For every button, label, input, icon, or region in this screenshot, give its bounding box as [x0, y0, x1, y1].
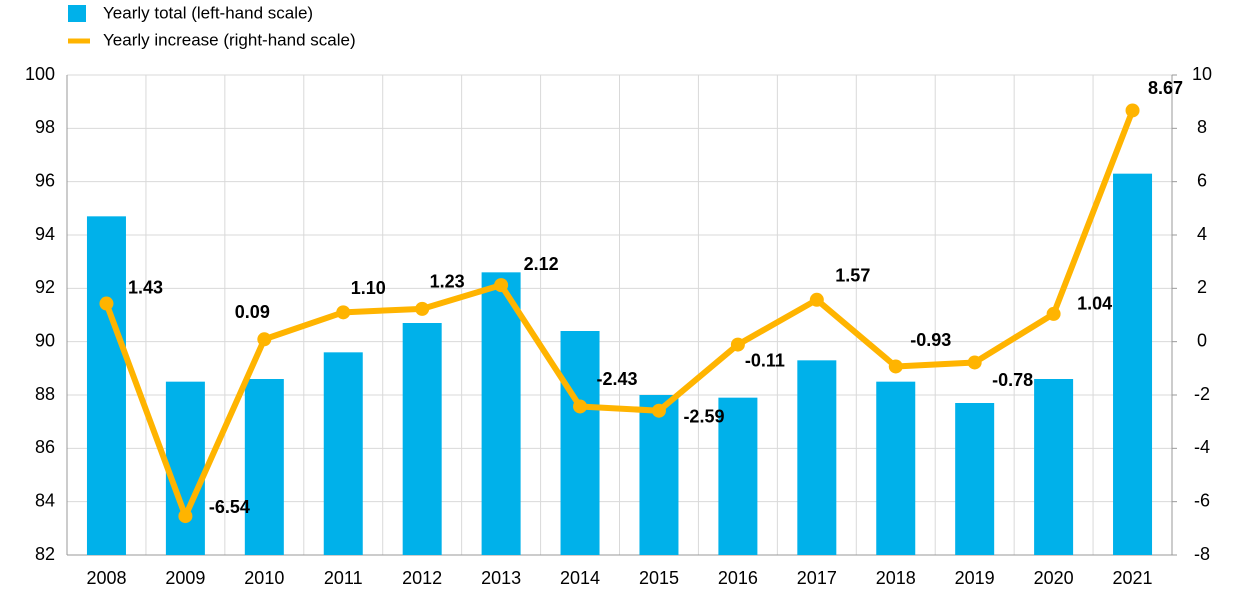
bar: [402, 323, 442, 555]
line: [103, 109, 1136, 520]
y-tick-label: 86: [35, 437, 55, 457]
x-tick-label: 2021: [1113, 568, 1153, 588]
y2-tick-label: 4: [1197, 224, 1207, 244]
data-label: 0.09: [235, 302, 270, 322]
y-tick-label: 94: [35, 224, 55, 244]
y-tick-label: 92: [35, 277, 55, 297]
bar: [323, 352, 363, 555]
x-tick-label: 2016: [718, 568, 758, 588]
x-tick-label: 2014: [560, 568, 600, 588]
x-tick-label: 2020: [1034, 568, 1074, 588]
line-point: [1046, 306, 1061, 321]
data-label: -0.11: [745, 350, 785, 370]
line-point: [967, 355, 982, 370]
bar: [718, 397, 758, 555]
bar: [955, 403, 995, 555]
x-tick-label: 2018: [876, 568, 916, 588]
y2-tick-label: -2: [1194, 384, 1210, 404]
line-point: [573, 399, 588, 414]
bar: [165, 381, 205, 555]
x-tick-label: 2010: [244, 568, 284, 588]
y-tick-label: 98: [35, 117, 55, 137]
bar: [1034, 379, 1074, 555]
data-label: -2.59: [683, 406, 724, 426]
data-label: 1.57: [835, 266, 870, 286]
data-label: -0.93: [910, 330, 951, 350]
x-tick-label: 2017: [797, 568, 837, 588]
y2-tick-label: 10: [1192, 64, 1212, 84]
data-label: 2.12: [524, 254, 559, 274]
line-point: [651, 403, 666, 418]
y2-tick-label: -6: [1194, 490, 1210, 510]
y2-tick-label: 0: [1197, 330, 1207, 350]
data-label: 1.10: [351, 278, 386, 298]
line-point: [1125, 103, 1140, 118]
y-tick-label: 82: [35, 544, 55, 564]
bar: [876, 381, 916, 555]
y-tick-label: 90: [35, 330, 55, 350]
y-tick-label: 96: [35, 170, 55, 190]
legend-swatch-bar: [68, 5, 86, 22]
data-label: 1.43: [128, 277, 163, 297]
y2-tick-label: 2: [1197, 277, 1207, 297]
line-point: [178, 509, 193, 524]
line-point: [257, 332, 272, 347]
x-tick-label: 2013: [481, 568, 521, 588]
bar: [86, 216, 126, 556]
y2-tick-label: -8: [1194, 544, 1210, 564]
y-tick-label: 88: [35, 384, 55, 404]
line-point: [415, 301, 430, 316]
legend-label: Yearly total (left-hand scale): [103, 3, 313, 22]
data-label: -0.78: [992, 370, 1033, 390]
data-label: 1.04: [1077, 294, 1112, 314]
x-tick-label: 2011: [324, 568, 363, 588]
x-tick-label: 2019: [955, 568, 995, 588]
legend-label: Yearly increase (right-hand scale): [103, 30, 356, 49]
data-label: -6.54: [209, 497, 250, 517]
y2-tick-label: 6: [1197, 170, 1207, 190]
data-label: 8.67: [1148, 78, 1183, 98]
y-tick-label: 100: [25, 64, 55, 84]
line-point: [99, 296, 114, 311]
line-point: [494, 278, 509, 293]
line-point: [730, 337, 745, 352]
bar: [639, 395, 679, 555]
x-tick-label: 2012: [402, 568, 442, 588]
line-point: [336, 305, 351, 320]
line-point: [888, 359, 903, 374]
bar: [797, 360, 837, 555]
bar: [1113, 173, 1153, 555]
x-tick-label: 2015: [639, 568, 679, 588]
y-tick-label: 84: [35, 490, 55, 510]
y2-tick-label: 8: [1197, 117, 1207, 137]
bar: [481, 272, 521, 555]
bar: [244, 379, 284, 555]
data-label: 1.23: [430, 272, 465, 292]
y2-tick-label: -4: [1194, 437, 1210, 457]
bar: [560, 331, 600, 555]
data-label: -2.43: [597, 369, 638, 389]
x-tick-label: 2008: [86, 568, 126, 588]
line-point: [809, 292, 824, 307]
x-tick-label: 2009: [165, 568, 205, 588]
